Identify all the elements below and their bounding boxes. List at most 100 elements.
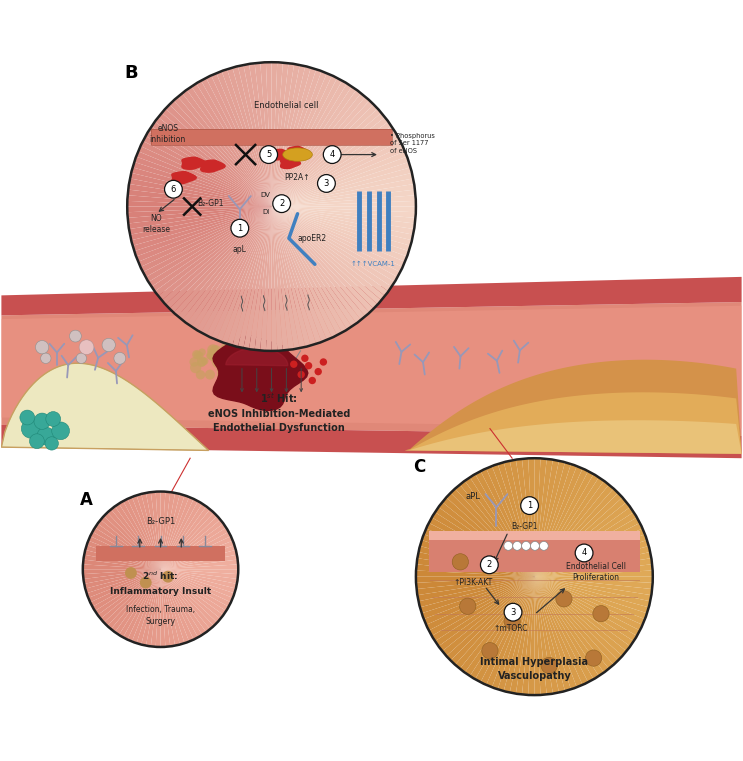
Text: 1: 1 [527,501,532,510]
Wedge shape [160,569,210,632]
Wedge shape [115,569,160,635]
Circle shape [556,591,572,607]
Wedge shape [133,206,272,251]
Wedge shape [82,569,160,574]
Wedge shape [128,497,160,569]
Wedge shape [160,492,166,569]
Wedge shape [272,206,369,317]
Wedge shape [534,464,577,577]
Text: apoER2: apoER2 [297,234,327,243]
Wedge shape [100,569,160,622]
Wedge shape [272,78,342,206]
Circle shape [140,577,152,588]
Wedge shape [447,493,534,577]
Wedge shape [249,206,272,350]
Polygon shape [172,172,196,183]
Wedge shape [272,62,277,206]
Circle shape [192,350,201,359]
Wedge shape [158,113,272,206]
Wedge shape [272,206,294,350]
Wedge shape [272,62,283,206]
Wedge shape [534,558,652,577]
Wedge shape [160,569,202,638]
Wedge shape [160,506,210,569]
Wedge shape [160,509,214,569]
Wedge shape [272,87,357,206]
Circle shape [593,606,609,622]
Wedge shape [132,206,272,246]
Wedge shape [160,550,237,569]
Circle shape [207,344,218,356]
Wedge shape [227,206,272,345]
Wedge shape [90,532,160,569]
Wedge shape [534,577,588,685]
Polygon shape [96,546,225,561]
Wedge shape [129,206,272,229]
Wedge shape [486,466,534,577]
Wedge shape [442,498,534,577]
Wedge shape [534,493,623,577]
Circle shape [41,353,51,364]
Circle shape [221,361,233,372]
Wedge shape [160,569,237,588]
Wedge shape [272,206,299,349]
Wedge shape [127,196,272,206]
Wedge shape [475,577,534,682]
Circle shape [323,145,341,164]
Circle shape [164,180,182,198]
Wedge shape [272,206,398,282]
Wedge shape [460,481,534,577]
Wedge shape [249,63,272,206]
Wedge shape [534,477,604,577]
Wedge shape [160,559,238,569]
Wedge shape [196,81,272,206]
Polygon shape [1,306,742,428]
Circle shape [305,362,312,369]
Wedge shape [534,577,577,689]
Wedge shape [132,495,160,569]
Circle shape [189,357,199,367]
Polygon shape [213,336,308,410]
Wedge shape [83,569,160,579]
Wedge shape [470,474,534,577]
Wedge shape [272,117,389,206]
Polygon shape [281,158,300,168]
Wedge shape [534,528,645,577]
Text: B₂-GP1: B₂-GP1 [512,522,538,531]
Wedge shape [85,569,160,594]
Circle shape [531,541,539,550]
Wedge shape [166,206,272,309]
Circle shape [190,362,201,373]
Text: ↑↑↑VCAM-1: ↑↑↑VCAM-1 [350,261,395,267]
Text: B: B [124,65,137,82]
Wedge shape [522,577,534,695]
Wedge shape [266,206,272,351]
Wedge shape [534,577,630,651]
Wedge shape [455,485,534,577]
Text: Infection, Trauma,
Surgery: Infection, Trauma, Surgery [126,606,195,626]
Wedge shape [137,494,160,569]
Wedge shape [272,73,332,206]
Circle shape [46,412,61,426]
Circle shape [52,422,70,440]
Wedge shape [534,469,588,577]
Wedge shape [255,62,272,206]
Wedge shape [138,146,272,206]
Wedge shape [136,151,272,206]
Wedge shape [534,512,637,577]
Wedge shape [155,492,160,569]
Wedge shape [272,93,366,206]
Text: 4: 4 [330,150,335,159]
Polygon shape [1,302,742,436]
Wedge shape [534,498,626,577]
Wedge shape [155,569,160,647]
Wedge shape [534,481,609,577]
Wedge shape [534,461,565,577]
Wedge shape [272,162,410,206]
Wedge shape [272,206,347,333]
Wedge shape [272,64,299,206]
Circle shape [114,352,126,365]
Wedge shape [152,122,272,206]
Wedge shape [149,126,272,206]
Wedge shape [534,517,640,577]
